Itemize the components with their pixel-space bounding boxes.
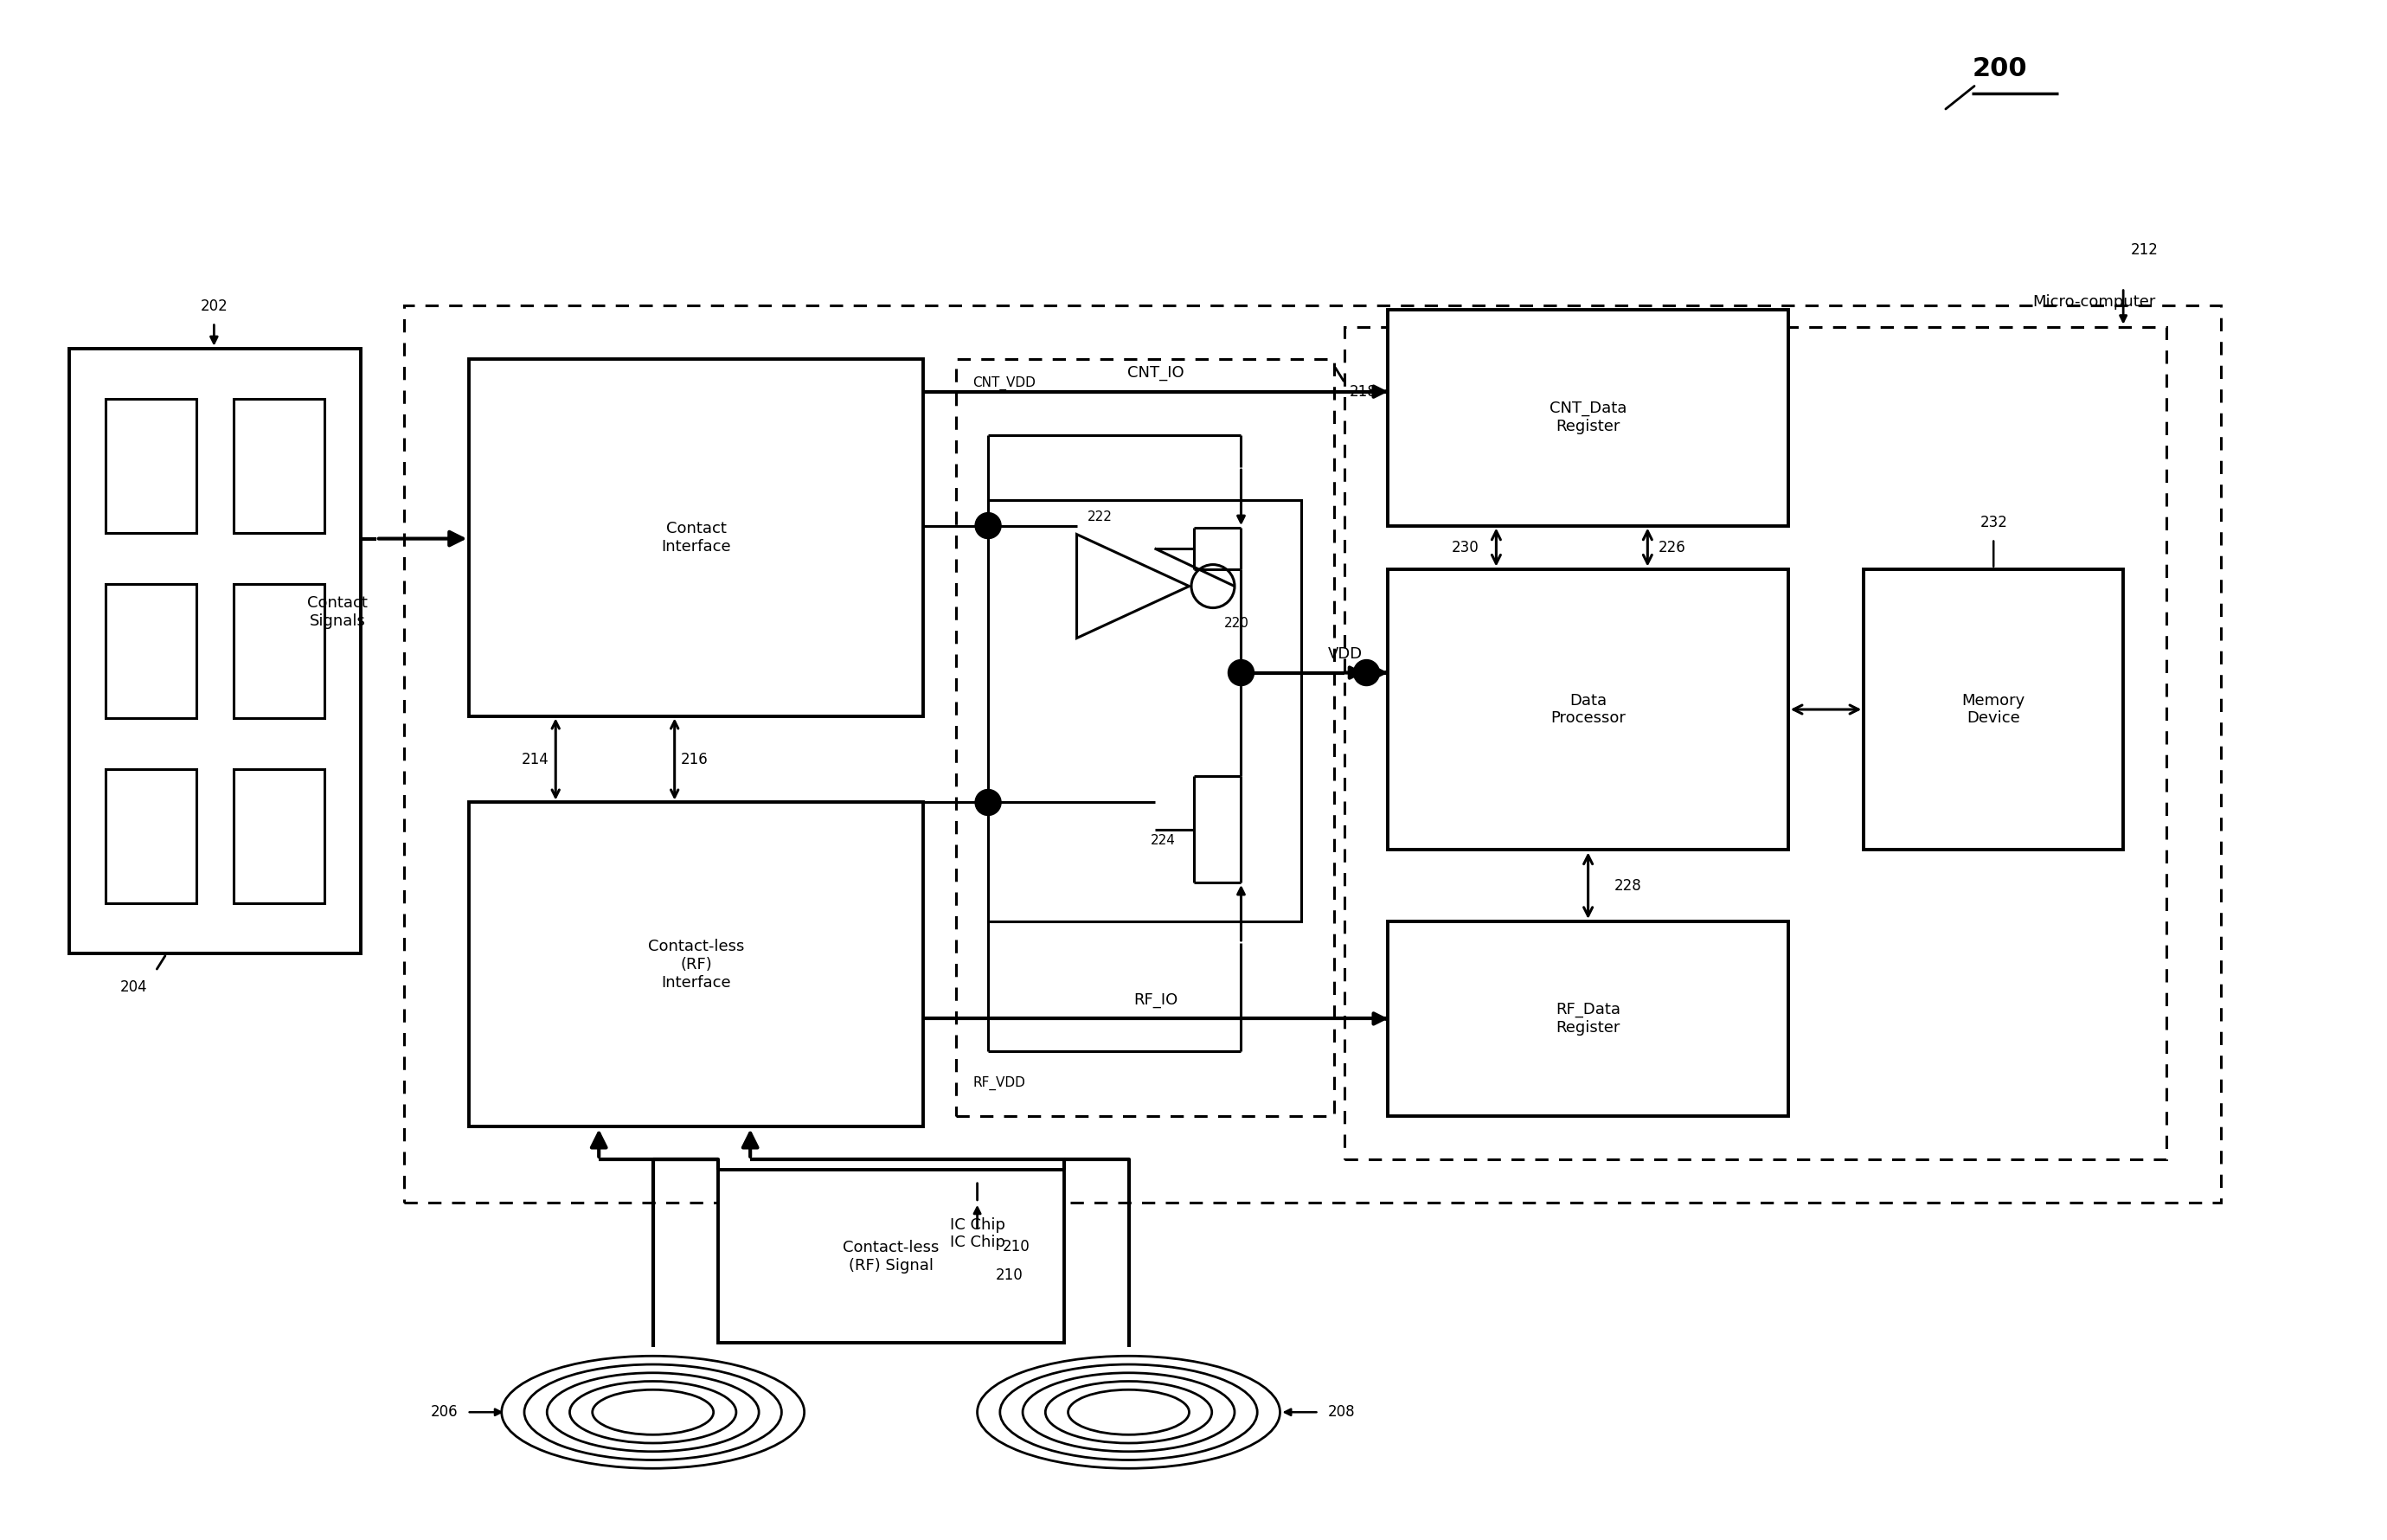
Text: 208: 208 bbox=[1327, 1404, 1356, 1420]
Bar bbox=[105, 399, 196, 533]
Text: 222: 222 bbox=[1088, 511, 1112, 524]
Text: 200: 200 bbox=[1972, 57, 2027, 82]
Text: Data
Processor: Data Processor bbox=[1552, 693, 1626, 727]
Bar bbox=[718, 1170, 1065, 1343]
Bar bbox=[988, 499, 1301, 921]
Text: 230: 230 bbox=[1451, 539, 1480, 554]
Bar bbox=[1344, 326, 2167, 1160]
Text: RF_Data
Register: RF_Data Register bbox=[1556, 1003, 1621, 1035]
Text: 212: 212 bbox=[2132, 242, 2158, 257]
Bar bbox=[69, 348, 360, 953]
Text: 218: 218 bbox=[1349, 383, 1377, 399]
Text: CNT_IO: CNT_IO bbox=[1127, 365, 1184, 380]
Bar bbox=[403, 305, 2220, 1203]
Bar bbox=[105, 584, 196, 718]
Text: 202: 202 bbox=[201, 299, 227, 314]
Bar bbox=[105, 768, 196, 902]
Bar bbox=[234, 399, 325, 533]
Text: 220: 220 bbox=[1225, 616, 1248, 630]
Text: 210: 210 bbox=[995, 1267, 1024, 1283]
Bar bbox=[234, 584, 325, 718]
Text: CNT_Data
Register: CNT_Data Register bbox=[1549, 400, 1628, 434]
Text: 216: 216 bbox=[680, 752, 709, 767]
Text: 210: 210 bbox=[1003, 1240, 1029, 1255]
Bar bbox=[1389, 568, 1788, 850]
Text: Contact
Interface: Contact Interface bbox=[661, 521, 730, 554]
Bar bbox=[955, 359, 1334, 1116]
Bar bbox=[470, 359, 924, 716]
Text: 224: 224 bbox=[1151, 833, 1174, 847]
Text: 228: 228 bbox=[1614, 878, 1642, 893]
Text: Memory
Device: Memory Device bbox=[1962, 693, 2024, 727]
Text: 204: 204 bbox=[119, 979, 148, 995]
Circle shape bbox=[976, 790, 1000, 815]
Text: Contact
Signals: Contact Signals bbox=[308, 596, 368, 628]
Text: CNT_VDD: CNT_VDD bbox=[974, 376, 1036, 391]
Bar bbox=[1389, 921, 1788, 1116]
Text: VDD: VDD bbox=[1327, 647, 1363, 662]
Text: Micro-computer: Micro-computer bbox=[2031, 294, 2155, 310]
Text: 232: 232 bbox=[1979, 514, 2007, 530]
Circle shape bbox=[976, 513, 1000, 539]
Bar bbox=[234, 768, 325, 902]
Circle shape bbox=[1227, 659, 1253, 685]
Circle shape bbox=[1353, 659, 1380, 685]
Bar bbox=[1864, 568, 2124, 850]
Text: 226: 226 bbox=[1659, 539, 1685, 554]
Text: IC Chip: IC Chip bbox=[950, 1218, 1005, 1234]
Text: RF_VDD: RF_VDD bbox=[974, 1076, 1026, 1090]
Text: 206: 206 bbox=[432, 1404, 458, 1420]
Text: RF_IO: RF_IO bbox=[1134, 992, 1177, 1007]
Text: IC Chip: IC Chip bbox=[950, 1235, 1005, 1250]
Text: Contact-less
(RF) Signal: Contact-less (RF) Signal bbox=[843, 1240, 938, 1274]
Bar bbox=[1389, 310, 1788, 525]
Text: 214: 214 bbox=[523, 752, 549, 767]
Text: Contact-less
(RF)
Interface: Contact-less (RF) Interface bbox=[647, 939, 745, 990]
Bar bbox=[470, 802, 924, 1127]
